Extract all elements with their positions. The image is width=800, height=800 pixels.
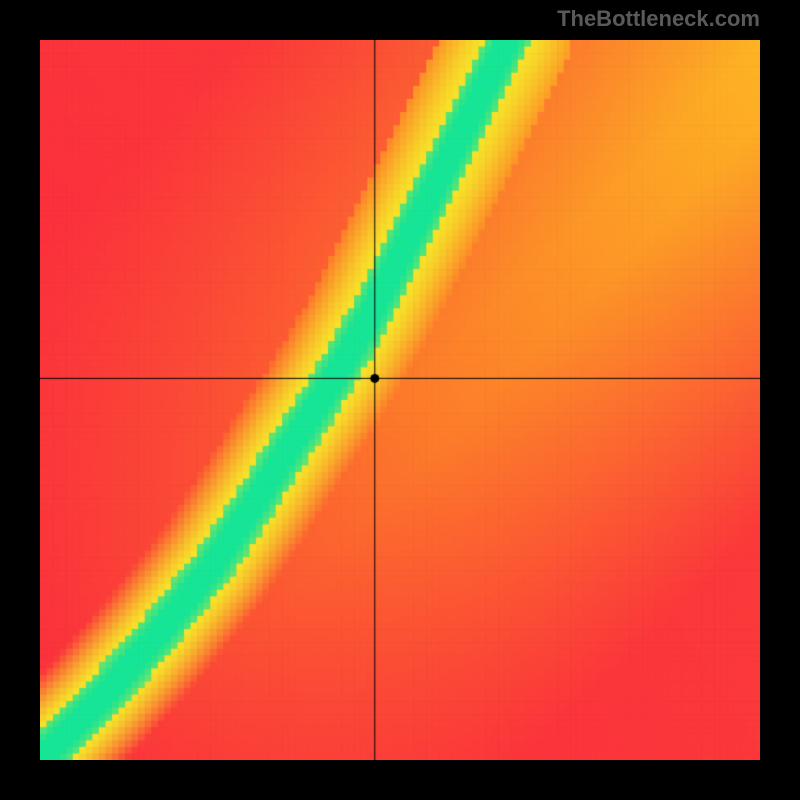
watermark-text: TheBottleneck.com <box>557 6 760 32</box>
chart-container: TheBottleneck.com <box>0 0 800 800</box>
bottleneck-heatmap <box>40 40 760 760</box>
